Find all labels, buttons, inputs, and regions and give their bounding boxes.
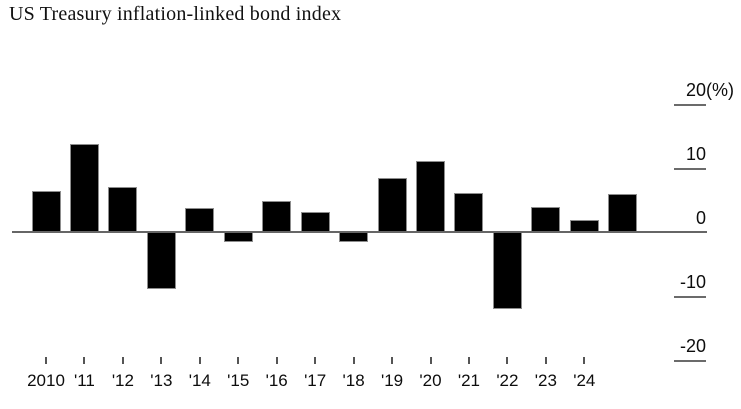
x-axis-tick-line [198,357,201,364]
bar [70,145,98,233]
x-axis-tick-line [275,357,278,364]
x-axis-tick-line [429,357,432,364]
y-axis-tick-line [674,103,706,106]
x-axis-tick-line [544,357,547,364]
bar [263,202,291,233]
x-axis-tick-label: '20 [419,371,442,390]
y-axis-unit-label: (%) [706,79,734,100]
chart-title: US Treasury inflation-linked bond index [9,3,342,25]
x-axis-tick-line [237,357,240,364]
y-axis-tick-line [674,359,706,362]
x-axis-tick-label: '15 [227,371,250,390]
x-axis-tick-label: '13 [150,371,173,390]
x-axis-tick-label: '14 [188,371,211,390]
x-axis-tick-line [583,357,586,364]
x-axis-tick-line [45,357,47,364]
x-axis-tick-label: '16 [265,371,288,390]
bar [32,192,60,233]
bar [147,232,175,288]
bar [609,195,637,233]
x-axis-tick-line [352,357,355,364]
bar [417,162,444,233]
zero-axis-line [12,231,707,233]
bar [186,209,214,233]
bar [493,232,521,309]
y-axis-tick-line [674,167,706,170]
x-axis-tick-label: '17 [304,371,327,390]
bar [378,178,406,233]
x-axis-tick-label: '18 [342,371,365,390]
bar [455,194,483,233]
x-axis-tick-label: '11 [73,371,95,390]
y-axis-tick-label: 20 (%) [685,79,734,100]
y-axis-tick-label: -20 [679,335,706,356]
x-axis-tick-line [506,357,509,364]
bar [301,213,329,233]
x-axis-tick-label: '19 [380,371,404,390]
y-axis-tick-label: 0 [695,207,706,228]
x-axis-tick-line [160,357,163,364]
x-axis-tick-label: '24 [573,371,596,390]
bar [532,207,560,233]
x-axis-tick-label: '23 [534,371,557,390]
x-axis-tick-line [83,357,86,364]
x-axis-tick-label: '22 [496,371,519,390]
bar [224,232,252,242]
x-axis-tick-line [467,357,470,364]
bar [340,232,368,241]
bar [570,220,598,233]
y-axis-tick-label: 10 [685,143,706,164]
x-axis-tick-label: 2010 [27,371,65,390]
x-axis-tick-label: '21 [457,371,481,390]
x-axis-tick-line [121,357,124,364]
bar [109,187,137,233]
x-axis-tick-label: '12 [111,371,134,390]
y-axis-tick-label: -10 [679,271,706,292]
x-axis-tick-line [314,357,317,364]
x-axis-tick-line [391,357,394,364]
y-axis-tick-line [674,295,706,298]
